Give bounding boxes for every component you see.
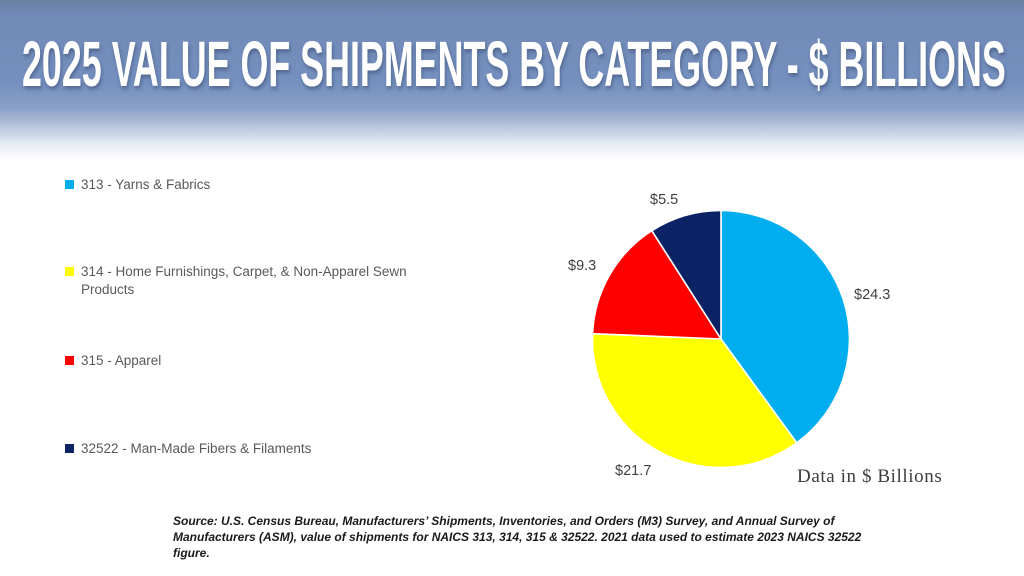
slide-title: 2025 VALUE OF SHIPMENTS BY CATEGORY - $ …	[22, 28, 1006, 100]
pie-slice	[591, 332, 798, 469]
pie-svg	[591, 209, 851, 469]
pie-slice	[591, 229, 722, 340]
pie-chart	[590, 208, 852, 470]
source-note: Source: U.S. Census Bureau, Manufacturer…	[173, 514, 862, 560]
legend-swatch-red-icon	[65, 356, 74, 365]
data-label-313: $24.3	[854, 287, 891, 303]
pie-legend: 313 - Yarns & Fabrics 314 - Home Furnish…	[65, 176, 465, 476]
legend-item-314: 314 - Home Furnishings, Carpet, & Non-Ap…	[65, 263, 433, 299]
legend-item-32522: 32522 - Man-Made Fibers & Filaments	[65, 440, 311, 458]
legend-swatch-yellow-icon	[65, 267, 74, 276]
legend-label: 315 - Apparel	[81, 353, 162, 368]
header-banner: 2025 VALUE OF SHIPMENTS BY CATEGORY - $ …	[0, 0, 1024, 160]
data-label-32522: $5.5	[650, 192, 679, 208]
legend-item-315: 315 - Apparel	[65, 352, 161, 370]
legend-label: 32522 - Man-Made Fibers & Filaments	[81, 441, 312, 456]
legend-swatch-blue-icon	[65, 180, 74, 189]
data-label-315: $9.3	[568, 258, 597, 274]
legend-swatch-navy-icon	[65, 444, 74, 453]
legend-label: 314 - Home Furnishings, Carpet, & Non-Ap…	[81, 264, 407, 297]
pie-slice	[720, 209, 851, 444]
legend-label: 313 - Yarns & Fabrics	[81, 177, 211, 192]
units-annotation: Data in $ Billions	[797, 466, 943, 487]
legend-item-313: 313 - Yarns & Fabrics	[65, 176, 210, 194]
pie-slice	[651, 209, 722, 340]
data-label-314: $21.7	[615, 463, 652, 479]
